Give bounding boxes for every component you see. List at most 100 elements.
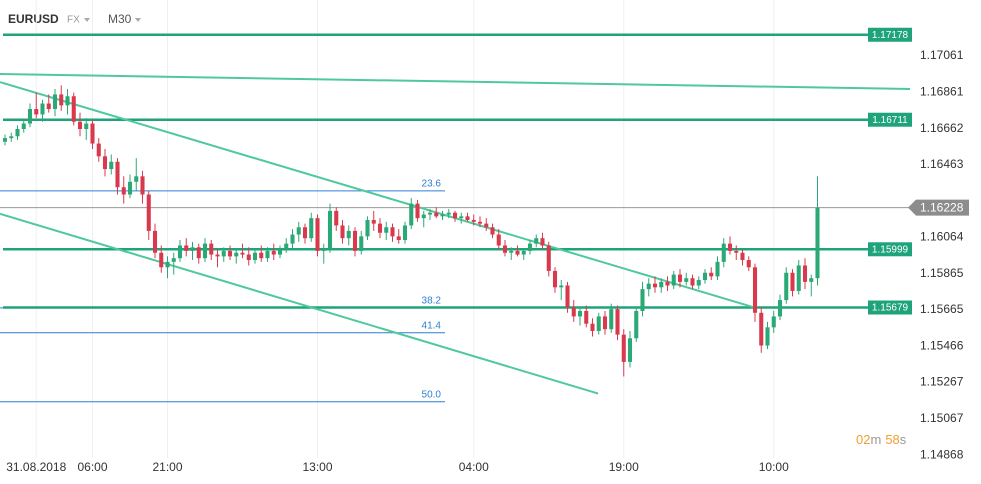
candle-body xyxy=(340,225,345,239)
x-tick-label: 21:00 xyxy=(152,460,182,474)
candle-body xyxy=(277,249,283,255)
candle-body xyxy=(759,312,764,346)
candle-body xyxy=(134,176,139,182)
symbol[interactable]: EURUSD xyxy=(8,12,59,26)
candle-body xyxy=(402,225,408,241)
candle-body xyxy=(202,243,208,259)
candle-body xyxy=(790,272,795,291)
candle-body xyxy=(771,316,776,328)
y-tick-label: 1.15067 xyxy=(920,411,964,425)
level-label-box xyxy=(868,300,912,315)
candle-body xyxy=(690,278,695,286)
candle-body xyxy=(621,334,626,362)
trend-line xyxy=(0,73,911,90)
candle-body xyxy=(721,243,726,262)
candle-body xyxy=(265,250,270,259)
candle-body xyxy=(327,210,333,250)
current-price-label: 1.16228 xyxy=(920,200,964,214)
candle-body xyxy=(540,238,545,246)
candle-body xyxy=(21,123,26,130)
candle-body xyxy=(365,219,370,237)
candle-body xyxy=(2,138,8,142)
candle-body xyxy=(240,252,245,255)
candle-body xyxy=(515,250,520,255)
candle-body xyxy=(446,212,451,215)
candle-body xyxy=(727,243,733,251)
level-label: 1.16711 xyxy=(872,115,908,126)
candle-body xyxy=(46,103,51,109)
market[interactable]: FX xyxy=(67,15,80,26)
candle-body xyxy=(552,270,558,288)
candle-body xyxy=(765,327,770,346)
candle-body xyxy=(171,258,176,262)
candle-body xyxy=(527,243,533,251)
level-label-box xyxy=(868,27,912,42)
candle-body xyxy=(321,249,326,251)
level-label: 1.15679 xyxy=(872,303,909,314)
candle-body xyxy=(490,227,495,235)
candle-body xyxy=(152,230,158,253)
candle-body xyxy=(109,161,114,170)
candle-body xyxy=(215,254,220,257)
candle-body xyxy=(290,234,295,244)
market-caret[interactable] xyxy=(84,18,90,22)
candle-body xyxy=(71,96,76,122)
candle-body xyxy=(634,310,639,339)
timeframe[interactable]: M30 xyxy=(108,12,132,26)
candle-body xyxy=(27,108,33,124)
candle-body xyxy=(477,221,483,224)
countdown-part: s xyxy=(900,432,907,447)
fib-label: 50.0 xyxy=(422,389,442,400)
candle-body xyxy=(396,236,401,241)
candle-body xyxy=(146,194,151,231)
y-tick-label: 1.15466 xyxy=(920,338,964,352)
candle-body xyxy=(271,250,276,255)
candle-body xyxy=(602,316,608,330)
candle-body xyxy=(652,283,658,288)
candle-body xyxy=(609,309,614,330)
candle-body xyxy=(677,274,683,282)
candle-body xyxy=(209,243,214,255)
candle-body xyxy=(802,265,808,282)
candle-body xyxy=(459,216,464,219)
candle-body xyxy=(546,245,551,271)
candle-body xyxy=(84,123,89,130)
candle-body xyxy=(615,309,620,335)
candle-body xyxy=(521,250,526,255)
candle-body xyxy=(384,227,389,233)
candle-body xyxy=(296,227,301,235)
candle-body xyxy=(596,316,601,331)
fib-label: 23.6 xyxy=(422,179,442,190)
countdown-part: 02 xyxy=(856,432,870,447)
candle-body xyxy=(734,250,739,253)
candle-body xyxy=(90,123,95,144)
candle-body xyxy=(309,218,314,239)
candle-body xyxy=(9,136,14,139)
candle-body xyxy=(315,218,320,251)
candle-body xyxy=(65,96,70,106)
candle-body xyxy=(121,187,126,195)
candle-body xyxy=(196,247,201,259)
candle-body xyxy=(452,212,458,219)
candle-body xyxy=(709,272,714,277)
candle-body xyxy=(409,203,414,226)
candle-body xyxy=(746,260,751,268)
candle-body xyxy=(159,252,164,268)
candle-body xyxy=(177,245,183,259)
candle-body xyxy=(465,216,470,220)
timeframe-caret[interactable] xyxy=(135,18,141,22)
candle-body xyxy=(427,212,433,215)
candle-body xyxy=(234,252,239,257)
candle-body xyxy=(352,230,358,251)
x-tick-label: 06:00 xyxy=(77,460,107,474)
candle-body xyxy=(671,274,676,286)
candle-body xyxy=(646,283,651,290)
candle-body xyxy=(252,252,258,261)
y-tick-label: 1.15865 xyxy=(920,266,964,280)
candle-body xyxy=(377,223,383,233)
candle-body xyxy=(52,94,58,109)
fib-label: 38.2 xyxy=(422,296,442,307)
x-tick-label: 04:00 xyxy=(459,460,489,474)
candle-body xyxy=(534,238,539,244)
